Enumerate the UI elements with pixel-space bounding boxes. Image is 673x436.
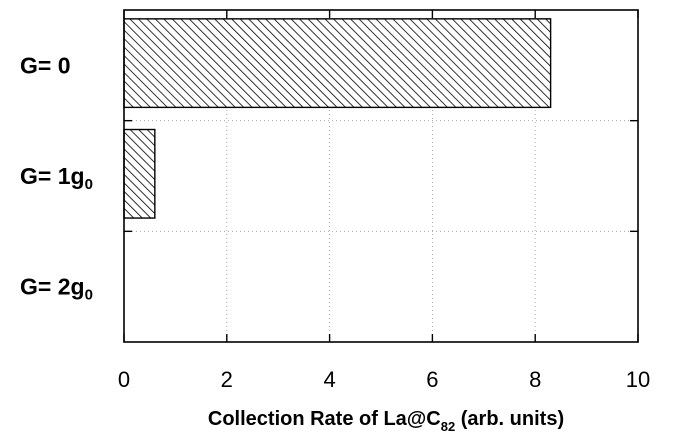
bars — [123, 18, 552, 219]
category-labels: G= 0 G= 1g0 G= 2g0 — [20, 52, 93, 303]
grid-lines — [124, 10, 638, 342]
bar — [123, 18, 552, 109]
x-axis-title: Collection Rate of La@C82 (arb. units) — [208, 408, 564, 434]
x-tick-labels: 0 2 4 6 8 10 — [118, 367, 650, 392]
x-tick-label: 0 — [118, 367, 130, 392]
axis-ticks — [123, 10, 639, 342]
x-tick-label: 8 — [529, 367, 541, 392]
x-tick-label: 2 — [221, 367, 233, 392]
x-tick-label: 4 — [323, 367, 335, 392]
category-label: G= 2g0 — [20, 274, 93, 304]
category-label: G= 1g0 — [20, 163, 93, 193]
bar — [123, 128, 156, 219]
x-tick-label: 10 — [626, 367, 650, 392]
plot-frame — [123, 9, 639, 343]
x-tick-label: 6 — [426, 367, 438, 392]
category-label: G= 0 — [20, 52, 71, 78]
